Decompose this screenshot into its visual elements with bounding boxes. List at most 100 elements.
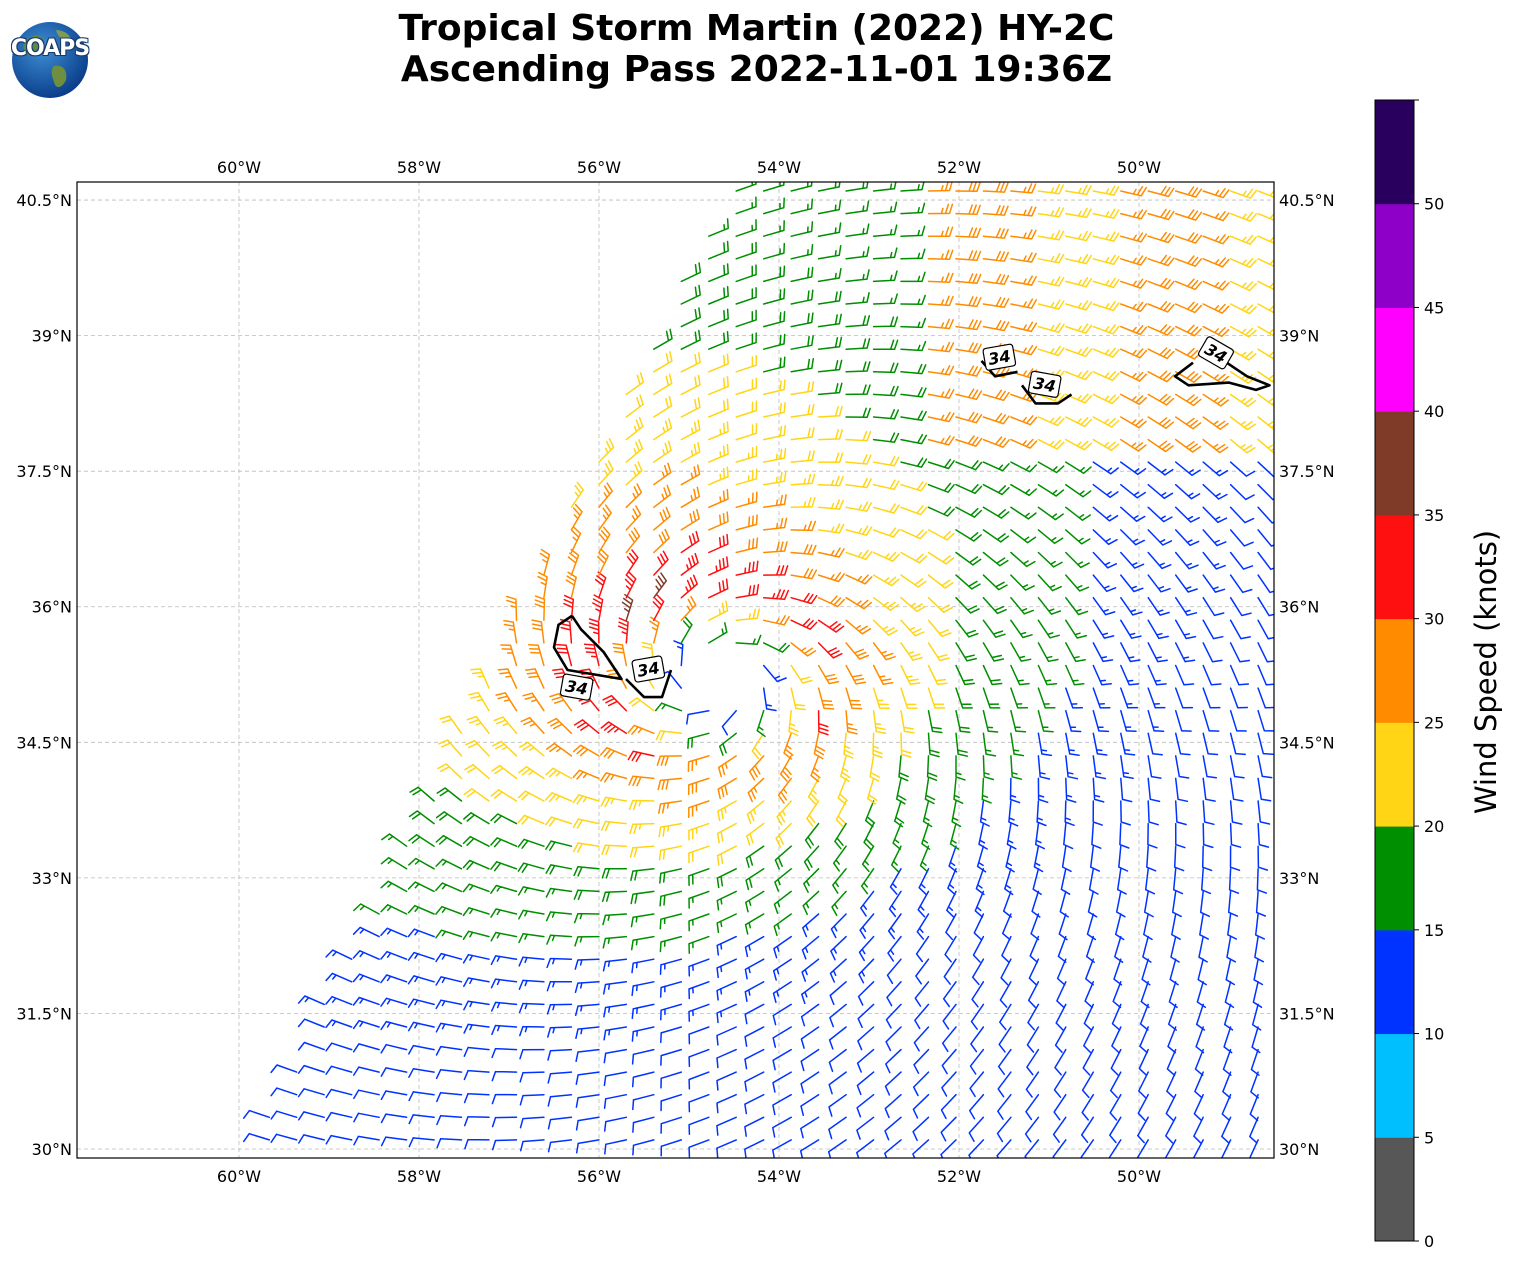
wind-barb [688, 845, 710, 864]
wind-barb [974, 890, 985, 918]
wind-barb [688, 1093, 710, 1113]
wind-barb [1053, 1093, 1067, 1121]
wind-barb [600, 796, 628, 808]
wind-barb [872, 527, 900, 538]
wind-barb [1065, 253, 1092, 265]
wind-barb [408, 1091, 435, 1102]
wind-barb [872, 455, 900, 467]
wind-barb [1147, 664, 1167, 686]
wind-barb [653, 328, 673, 350]
wind-barb [1174, 371, 1202, 383]
wind-barb [817, 245, 842, 260]
wind-barb [1229, 709, 1247, 732]
wind-barb [653, 528, 670, 554]
wind-barb [660, 1003, 683, 1021]
wind-barb [352, 1066, 380, 1076]
wind-barb [500, 644, 518, 667]
wind-barb [1092, 709, 1110, 733]
wind-barb [762, 425, 787, 441]
colorbar-tick-label: 35 [1424, 506, 1444, 525]
wind-barb [828, 1093, 847, 1117]
wind-barb [1120, 687, 1139, 709]
wind-barb [982, 412, 1010, 425]
wind-barb [716, 1139, 737, 1158]
wind-barb [656, 755, 683, 766]
wind-barb [1037, 483, 1065, 497]
wind-barb [680, 508, 700, 531]
wind-barb [612, 642, 628, 667]
wind-barb [982, 642, 1005, 662]
wind-barb [628, 799, 655, 811]
wind-barb [900, 294, 926, 306]
wind-barb [872, 432, 900, 443]
wind-barb [490, 837, 518, 848]
wind-barb [955, 687, 973, 709]
wind-barb [927, 529, 955, 541]
lat-tick-label-left: 36°N [32, 598, 72, 617]
wind-barb [802, 913, 820, 938]
wind-barb [1202, 257, 1230, 268]
wind-barb [716, 958, 737, 979]
wind-barb [927, 664, 948, 686]
lat-tick-label-left: 39°N [32, 327, 72, 346]
wind-barb [927, 203, 954, 215]
wind-barb [817, 359, 843, 373]
wind-barb [435, 1068, 463, 1080]
wind-barb [563, 594, 575, 622]
wind-barb [1257, 303, 1274, 314]
wind-barb [1037, 438, 1065, 450]
wind-barb [927, 182, 953, 192]
wind-barb [1257, 483, 1274, 501]
wind-barb [872, 596, 899, 611]
wind-barb [1174, 255, 1203, 267]
wind-barb [927, 318, 954, 330]
wind-barb [772, 1026, 792, 1048]
wind-barb [325, 1134, 353, 1145]
wind-barb [1202, 664, 1222, 686]
wind-barb [927, 732, 940, 758]
wind-barb [653, 351, 673, 373]
wind-barb [982, 205, 1009, 216]
wind-barb [549, 692, 573, 712]
wind-barb [1037, 461, 1065, 474]
wind-barb [688, 1048, 710, 1068]
wind-barb [856, 1048, 875, 1073]
wind-barb [772, 1003, 792, 1026]
wind-barb [1147, 185, 1175, 198]
wind-barb [955, 529, 982, 542]
wind-barb [680, 464, 701, 486]
wind-barb [1055, 1003, 1067, 1031]
wind-barb [884, 1093, 902, 1119]
wind-barb [601, 890, 628, 903]
wind-barb [790, 592, 818, 605]
wind-barb [1060, 868, 1071, 895]
wind-barb [628, 697, 655, 712]
wind-barb [790, 358, 815, 373]
wind-barb [900, 619, 925, 637]
wind-barb [708, 578, 729, 599]
wind-barb [982, 319, 1010, 332]
wind-barb [817, 222, 842, 237]
wind-barb [407, 1021, 435, 1032]
colorbar: 0 5 10 15 20 25 30 35 40 45 50 [1374, 99, 1444, 1251]
wind-barb [1257, 687, 1274, 709]
wind-barb [916, 913, 930, 940]
wind-barb [653, 550, 669, 576]
wind-barb [574, 981, 600, 994]
wind-barb [534, 595, 546, 622]
wind-barb [856, 1116, 875, 1140]
wind-barb [708, 218, 729, 237]
wind-barb [1174, 461, 1201, 477]
wind-barb [660, 1026, 683, 1044]
wind-barb [270, 1133, 298, 1143]
wind-barb [887, 913, 902, 940]
wind-barb [1120, 209, 1147, 220]
wind-barb [1120, 777, 1133, 803]
wind-barb [1174, 822, 1186, 849]
wind-barb [790, 335, 814, 350]
wind-barb [970, 1026, 985, 1053]
wind-barb [1257, 393, 1274, 407]
wind-barb [567, 548, 580, 576]
wind-barb [927, 458, 955, 470]
wind-barb [1092, 277, 1120, 289]
